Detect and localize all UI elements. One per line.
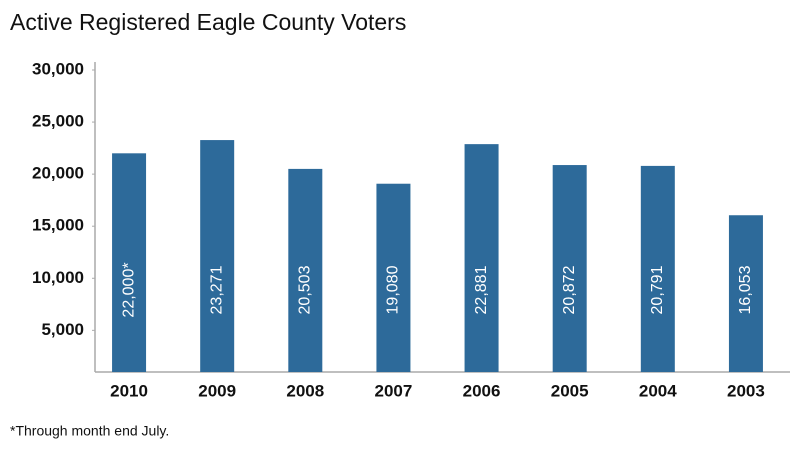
x-tick-label: 2003 (727, 381, 765, 400)
x-tick-label: 2006 (463, 381, 501, 400)
bar (552, 165, 587, 372)
y-tick-label: 5,000 (41, 320, 84, 339)
value-label: 20,791 (649, 265, 666, 314)
bar (640, 165, 675, 372)
value-label: 23,271 (208, 265, 225, 314)
value-label: 22,881 (473, 265, 490, 314)
y-tick-label: 15,000 (32, 216, 84, 235)
x-tick-label: 2008 (286, 381, 324, 400)
x-tick-label: 2010 (110, 381, 148, 400)
bar (200, 140, 235, 372)
y-tick-label: 30,000 (32, 59, 84, 78)
bar (464, 144, 499, 372)
y-tick-label: 10,000 (32, 268, 84, 287)
value-label: 20,503 (297, 265, 314, 314)
x-tick-label: 2009 (198, 381, 236, 400)
value-label: 22,000* (120, 262, 137, 317)
bar (288, 168, 323, 372)
value-label: 19,080 (385, 265, 402, 314)
x-tick-label: 2004 (639, 381, 677, 400)
bar (728, 215, 763, 372)
x-tick-label: 2007 (375, 381, 413, 400)
bar (376, 183, 411, 372)
footnote: *Through month end July. (10, 423, 169, 439)
x-tick-label: 2005 (551, 381, 589, 400)
value-label: 20,872 (561, 265, 578, 314)
y-tick-label: 20,000 (32, 164, 84, 183)
y-tick-label: 25,000 (32, 112, 84, 131)
bar (112, 153, 147, 372)
value-label: 16,053 (737, 265, 754, 314)
chart-title: Active Registered Eagle County Voters (10, 9, 406, 35)
